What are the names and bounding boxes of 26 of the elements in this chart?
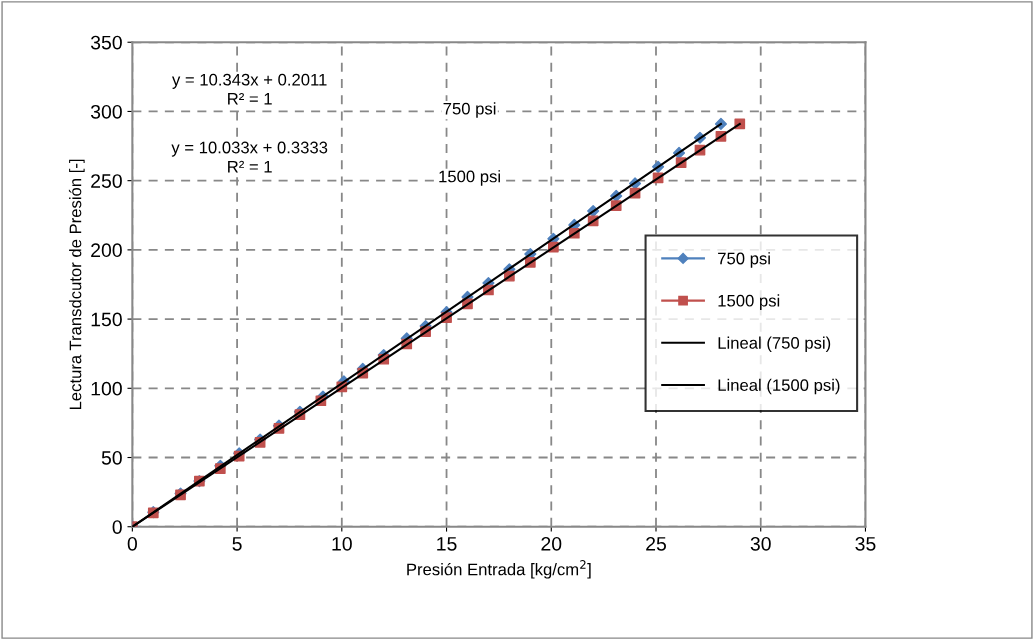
y-tick-label: 100: [91, 381, 122, 396]
y-tick-label: 0: [112, 520, 122, 534]
annotation: 750 psi: [443, 102, 496, 118]
y-tick-label: 350: [90, 35, 122, 50]
legend-label: Lineal (1500 psi): [718, 378, 840, 395]
x-axis-title: Presión Entrada [kg/cm$^{2}$]: [407, 560, 591, 579]
legend-label: Lineal (750 psi): [718, 336, 831, 353]
y-tick-label: 300: [90, 104, 122, 119]
y-tick-label: 150: [91, 312, 122, 327]
legend-label: 1500 psi: [718, 294, 780, 310]
x-tick-label: 25: [646, 536, 666, 551]
x-tick-label: 15: [437, 537, 457, 551]
x-tick-label: 5: [232, 537, 242, 551]
y-tick-label: 50: [101, 450, 122, 465]
y-axis-title: Lectura Transdcutor de Presión [-]: [68, 159, 85, 410]
y-tick-label: 200: [91, 243, 122, 258]
annotation: y = 10.343x + 0.2011 R² = 1: [172, 73, 327, 105]
legend-label: 750 psi: [718, 252, 770, 268]
annotation: 1500 psi: [439, 170, 500, 186]
x-tick-label: 30: [750, 536, 771, 551]
y-tick-label: 250: [91, 174, 122, 188]
x-tick-label: 0: [127, 536, 137, 551]
x-tick-label: 35: [855, 536, 876, 551]
annotation: y = 10.033x + 0.3333 R² = 1: [171, 141, 328, 173]
x-tick-label: 10: [332, 536, 352, 551]
x-tick-label: 20: [541, 536, 562, 551]
